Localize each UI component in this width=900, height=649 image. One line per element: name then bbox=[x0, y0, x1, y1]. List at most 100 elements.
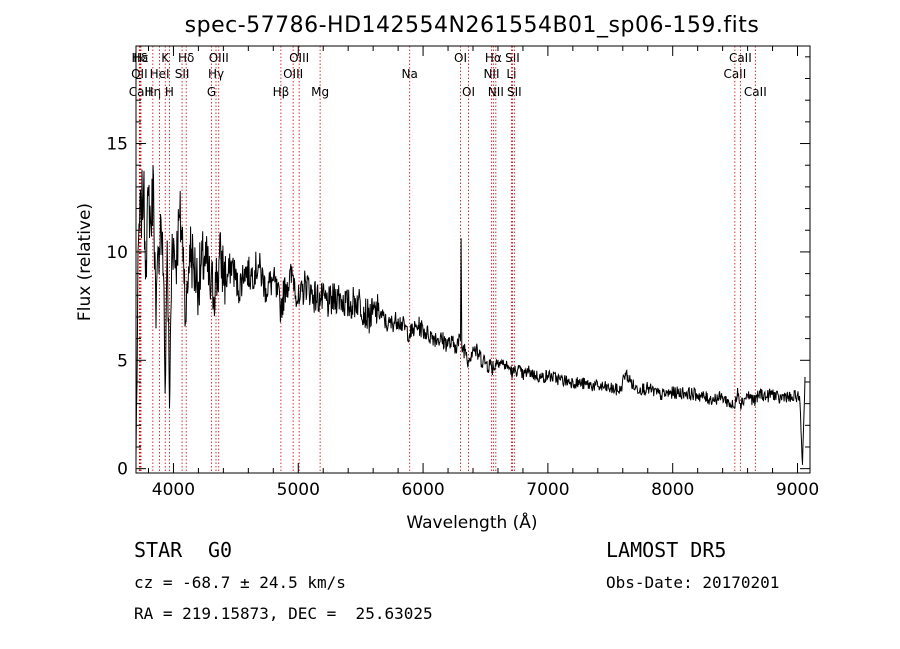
data-point bbox=[285, 283, 287, 286]
line-marker-label: G bbox=[207, 85, 216, 99]
data-point bbox=[697, 394, 699, 396]
data-point bbox=[171, 233, 173, 236]
line-marker-label: Hδ bbox=[178, 51, 194, 65]
data-point bbox=[801, 463, 804, 465]
x-tick-label: 6000 bbox=[401, 480, 444, 500]
line-marker-label: CaII bbox=[723, 67, 746, 81]
data-point bbox=[684, 392, 686, 394]
data-point bbox=[137, 240, 140, 242]
line-marker-label: NII bbox=[488, 85, 504, 99]
data-point bbox=[472, 346, 474, 348]
y-tick-label: 0 bbox=[117, 460, 128, 480]
line-marker-label: CaII bbox=[129, 85, 152, 99]
y-tick-label: 10 bbox=[106, 243, 128, 263]
data-point bbox=[672, 392, 674, 394]
data-point bbox=[417, 325, 419, 327]
data-point bbox=[220, 257, 222, 260]
spectrum-line bbox=[135, 164, 806, 465]
line-marker-label: Hγ bbox=[208, 67, 224, 81]
x-tick-label: 8000 bbox=[651, 480, 694, 500]
data-point bbox=[784, 394, 786, 396]
data-point bbox=[337, 294, 339, 296]
data-point bbox=[771, 392, 774, 394]
data-point bbox=[160, 218, 162, 221]
data-point bbox=[459, 340, 462, 342]
line-markers: HδOIICaIIHεHηHeIKHSIIHδGHγOIIIHβOIIIOIII… bbox=[129, 46, 767, 473]
data-point bbox=[467, 359, 469, 361]
data-point bbox=[734, 407, 736, 409]
line-marker-label: Hβ bbox=[273, 85, 290, 99]
data-point bbox=[204, 255, 206, 257]
data-point bbox=[460, 238, 462, 240]
data-point bbox=[437, 338, 439, 340]
data-point bbox=[145, 259, 147, 262]
data-point bbox=[796, 394, 799, 396]
data-point bbox=[597, 385, 599, 387]
data-point bbox=[162, 272, 165, 275]
line-marker-label: SII bbox=[175, 67, 190, 81]
data-point bbox=[511, 372, 514, 374]
data-point bbox=[534, 374, 537, 377]
data-point bbox=[647, 387, 649, 390]
y-tick-label: 5 bbox=[117, 351, 128, 371]
data-point bbox=[231, 262, 233, 264]
x-tick-label: 5000 bbox=[277, 480, 320, 500]
spectrum-series bbox=[135, 164, 806, 465]
line-marker-label: Hα bbox=[485, 51, 502, 65]
line-marker-label: OI bbox=[454, 51, 467, 65]
data-point bbox=[257, 264, 259, 266]
data-point bbox=[265, 288, 267, 290]
x-tick-label: 9000 bbox=[776, 480, 819, 500]
data-point bbox=[759, 392, 761, 394]
data-point bbox=[243, 268, 246, 270]
data-point bbox=[182, 246, 185, 249]
data-point bbox=[624, 372, 626, 374]
data-point bbox=[157, 246, 160, 249]
data-point bbox=[155, 327, 157, 329]
data-point bbox=[298, 303, 300, 305]
data-point bbox=[528, 370, 530, 372]
line-marker-label: Hη bbox=[145, 85, 162, 99]
data-point bbox=[152, 175, 155, 177]
obs-date: Obs-Date: 20170201 bbox=[606, 573, 780, 592]
data-point bbox=[250, 275, 252, 277]
data-point bbox=[503, 364, 505, 366]
data-point bbox=[454, 344, 457, 346]
line-marker-label: HeI bbox=[150, 67, 170, 81]
data-point bbox=[409, 333, 411, 335]
line-marker-label: SII bbox=[507, 85, 522, 99]
data-point bbox=[237, 290, 239, 292]
data-point bbox=[509, 368, 512, 370]
plot-frame bbox=[135, 45, 811, 474]
data-point bbox=[377, 309, 379, 312]
line-marker-label: OII bbox=[131, 67, 148, 81]
line-marker-label: Mg bbox=[311, 85, 329, 99]
data-point bbox=[765, 396, 767, 398]
y-axis-label: Flux (relative) bbox=[75, 203, 95, 321]
y-axis-ticks: 0 5 10 15 bbox=[106, 56, 810, 480]
data-point bbox=[447, 342, 449, 344]
data-point bbox=[292, 275, 294, 277]
data-point bbox=[464, 348, 467, 351]
line-marker-label: CaII bbox=[744, 85, 767, 99]
x-tick-label: 7000 bbox=[526, 480, 569, 500]
data-point bbox=[427, 333, 429, 335]
line-marker-label: OI bbox=[462, 85, 475, 99]
data-point bbox=[778, 398, 780, 400]
data-point bbox=[280, 307, 282, 309]
data-point bbox=[739, 403, 741, 405]
data-point bbox=[150, 225, 152, 227]
data-point bbox=[189, 244, 191, 247]
line-marker-label: OIII bbox=[209, 51, 229, 65]
data-point bbox=[522, 374, 524, 377]
line-marker-label: NII bbox=[483, 67, 499, 81]
line-marker-label: K bbox=[161, 51, 170, 65]
object-subclass: G0 bbox=[208, 538, 233, 562]
data-point bbox=[634, 387, 636, 390]
data-point bbox=[347, 305, 349, 307]
object-class: STAR bbox=[134, 538, 183, 562]
data-point bbox=[179, 216, 181, 218]
data-point bbox=[659, 394, 661, 396]
data-point bbox=[541, 377, 543, 379]
line-marker-label: Li bbox=[506, 67, 516, 81]
